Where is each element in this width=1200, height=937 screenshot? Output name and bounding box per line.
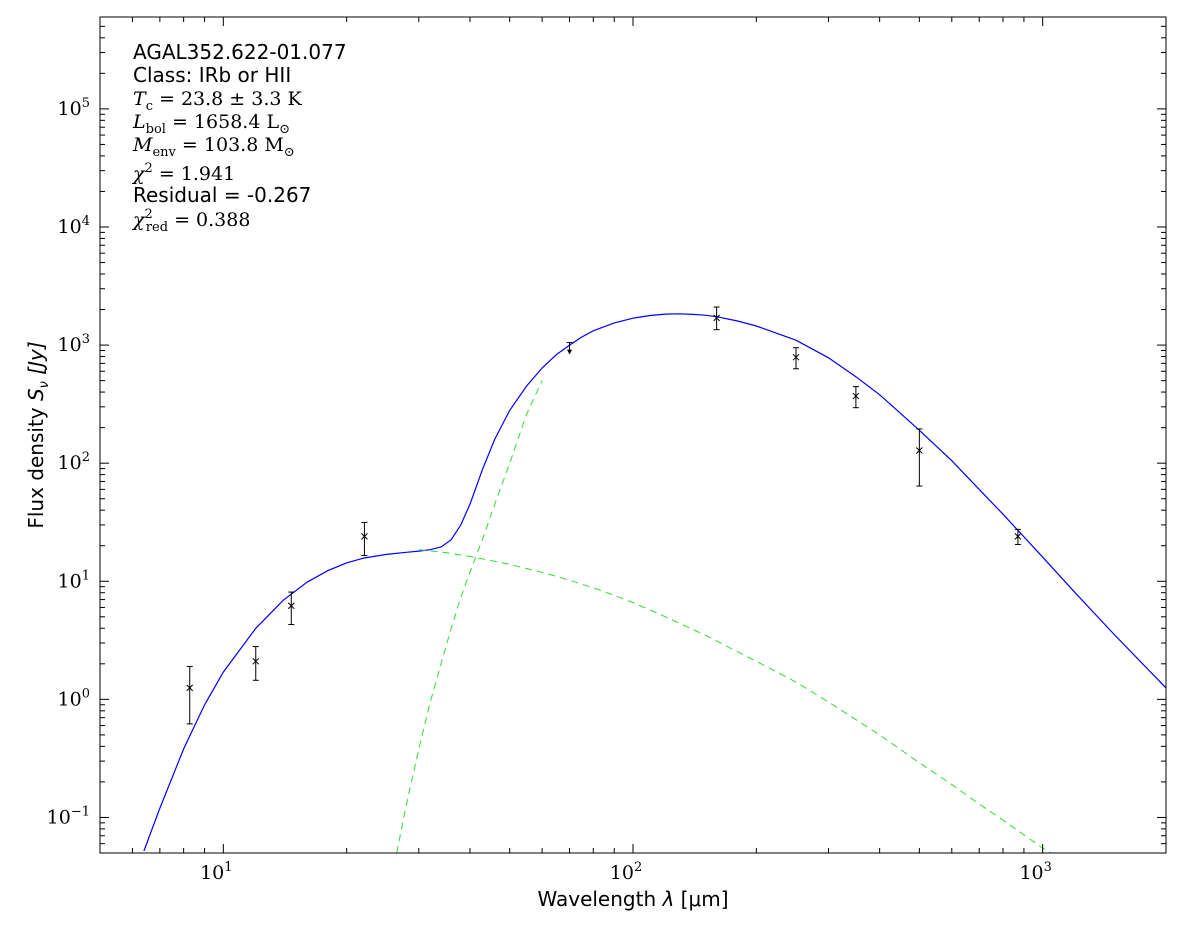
data-point (915, 428, 923, 487)
x-axis-label: Wavelength λ [μm] (537, 887, 728, 911)
marker-x-b (186, 684, 194, 692)
y-axis-label: Flux density Sν [Jy] (24, 341, 52, 528)
data-point (713, 306, 720, 331)
annotation-chi2red: χ2 red = 0.388 (131, 207, 250, 235)
marker-x-b (1014, 533, 1022, 540)
annotation-chi2: χ2 = 1.941 (131, 161, 235, 185)
marker-x-b (361, 533, 368, 540)
marker-x-b (252, 657, 260, 665)
warm-component-curve (418, 549, 1103, 853)
annotation-menv: Menv = 103.8 M⊙ (132, 134, 295, 160)
y-tick-label: 104 (58, 214, 90, 238)
y-tick-label: 103 (58, 332, 90, 356)
marker-x-b (915, 447, 923, 454)
marker-x-b (287, 602, 295, 610)
annotation-source: AGAL352.622-01.077 (133, 40, 347, 64)
x-tick-label: 103 (1019, 860, 1051, 884)
upper-limit-point (566, 342, 573, 355)
y-tick-label: 100 (58, 686, 90, 710)
annotation-residual: Residual = -0.267 (133, 183, 311, 207)
annotation-lbol: Lbol = 1658.4 L⊙ (132, 111, 290, 137)
x-tick-label: 101 (200, 860, 232, 884)
y-tick-label: 105 (58, 96, 90, 120)
annotation-class: Class: IRb or HII (133, 63, 291, 87)
marker-x-b (713, 314, 720, 322)
total-fit-curve (143, 313, 1166, 852)
plot-frame (99, 16, 1167, 854)
data-point (287, 591, 295, 626)
marker-x-b (792, 353, 800, 361)
data-point (361, 521, 368, 557)
data-point (1014, 528, 1022, 545)
annotation-block: AGAL352.622-01.077 Class: IRb or HII Tc … (131, 40, 347, 235)
y-tick-label: 10−1 (47, 804, 90, 828)
data-point (252, 646, 260, 681)
data-point (792, 347, 800, 370)
data-point (186, 665, 194, 725)
y-tick-label: 101 (58, 568, 90, 592)
data-point (852, 386, 860, 409)
x-tick-label: 102 (610, 860, 642, 884)
data-points (186, 306, 1022, 725)
annotation-tc: Tc = 23.8 ± 3.3 K (133, 88, 303, 114)
marker-x-b (852, 392, 860, 400)
y-tick-label: 102 (58, 450, 90, 474)
upper-limit-arrow (567, 349, 573, 355)
model-curves (143, 313, 1166, 853)
